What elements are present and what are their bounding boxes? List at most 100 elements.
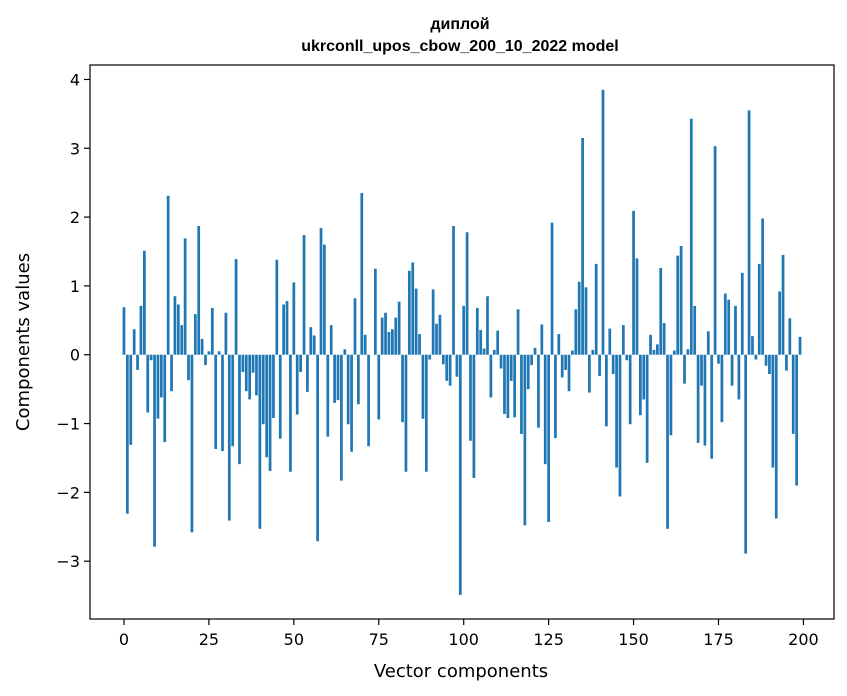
- bar: [353, 298, 357, 355]
- bar: [486, 296, 489, 355]
- bar: [717, 354, 720, 364]
- bars-group: [122, 89, 802, 595]
- x-tick-label: 75: [369, 630, 389, 649]
- bar: [407, 270, 411, 355]
- bar: [605, 354, 608, 427]
- bar: [333, 354, 336, 403]
- bar: [632, 210, 635, 355]
- bar: [143, 250, 146, 355]
- bar: [571, 350, 574, 355]
- bar: [265, 354, 269, 458]
- y-tick-label: −2: [56, 483, 80, 502]
- bar: [214, 354, 218, 450]
- bar: [723, 293, 727, 355]
- bar: [659, 268, 663, 355]
- bar: [309, 327, 313, 355]
- bar: [689, 118, 693, 355]
- bar: [774, 354, 778, 519]
- bar: [639, 354, 642, 416]
- bar: [462, 305, 466, 355]
- bar: [289, 354, 292, 472]
- bar: [126, 354, 129, 514]
- bar: [122, 307, 126, 355]
- bar: [231, 354, 235, 447]
- bar: [499, 354, 503, 369]
- bar: [306, 354, 309, 392]
- bar: [435, 323, 438, 355]
- bar: [139, 305, 143, 355]
- bar: [272, 354, 275, 419]
- bar: [159, 354, 163, 398]
- bar: [316, 354, 319, 542]
- x-tick-label: 50: [284, 630, 304, 649]
- bar: [421, 354, 425, 419]
- bar: [411, 262, 415, 355]
- bar: [414, 288, 418, 355]
- bar: [275, 259, 279, 355]
- bar: [601, 89, 605, 355]
- x-tick-label: 150: [618, 630, 649, 649]
- x-tick-label: 200: [788, 630, 819, 649]
- bar: [146, 354, 150, 413]
- bar: [428, 354, 432, 360]
- bar: [537, 354, 540, 428]
- bar: [669, 354, 673, 436]
- y-tick-label: 2: [70, 208, 80, 227]
- bar: [509, 354, 513, 381]
- bar: [380, 317, 384, 355]
- x-axis-label: Vector components: [374, 661, 548, 682]
- bar: [672, 350, 676, 355]
- bar: [132, 329, 136, 355]
- bar: [761, 218, 765, 355]
- bar: [248, 354, 252, 400]
- bar: [258, 354, 262, 529]
- bar: [611, 354, 615, 374]
- bar: [628, 354, 632, 425]
- bar: [197, 226, 201, 355]
- bar: [458, 354, 462, 595]
- bar: [475, 307, 479, 355]
- bar: [560, 354, 564, 378]
- bar: [740, 272, 744, 355]
- bar: [210, 307, 214, 355]
- bar: [319, 228, 323, 355]
- bar: [533, 347, 537, 355]
- bar: [771, 354, 775, 468]
- y-tick-label: 1: [70, 277, 80, 296]
- bar: [452, 226, 455, 355]
- bar: [645, 354, 649, 463]
- bar: [730, 354, 734, 386]
- bar: [278, 354, 282, 439]
- y-tick-label: 0: [70, 346, 80, 365]
- y-tick-label: 3: [70, 139, 80, 158]
- bar: [594, 263, 598, 355]
- bar: [282, 304, 285, 355]
- bar: [615, 354, 618, 468]
- bar: [516, 309, 520, 355]
- bar: [149, 354, 153, 361]
- bar: [683, 354, 686, 384]
- bar: [170, 354, 173, 392]
- bar: [696, 354, 700, 443]
- bar: [530, 354, 533, 366]
- bar: [798, 336, 802, 355]
- bar: [312, 335, 316, 355]
- bar: [336, 354, 340, 401]
- bar: [754, 354, 758, 360]
- bar: [193, 314, 197, 355]
- bar: [506, 354, 510, 419]
- x-tick-label: 0: [119, 630, 129, 649]
- bar: [391, 329, 394, 355]
- bar: [652, 349, 656, 355]
- chart-title-line-2: ukrconll_upos_cbow_200_10_2022 model: [301, 38, 618, 55]
- bar: [251, 354, 255, 373]
- bar: [465, 232, 469, 355]
- bar: [136, 354, 139, 370]
- bar: [492, 349, 496, 355]
- bar: [540, 324, 544, 355]
- bar: [268, 354, 272, 472]
- bar: [713, 146, 717, 355]
- bar: [550, 222, 554, 355]
- bar: [608, 328, 612, 355]
- bar: [625, 354, 629, 361]
